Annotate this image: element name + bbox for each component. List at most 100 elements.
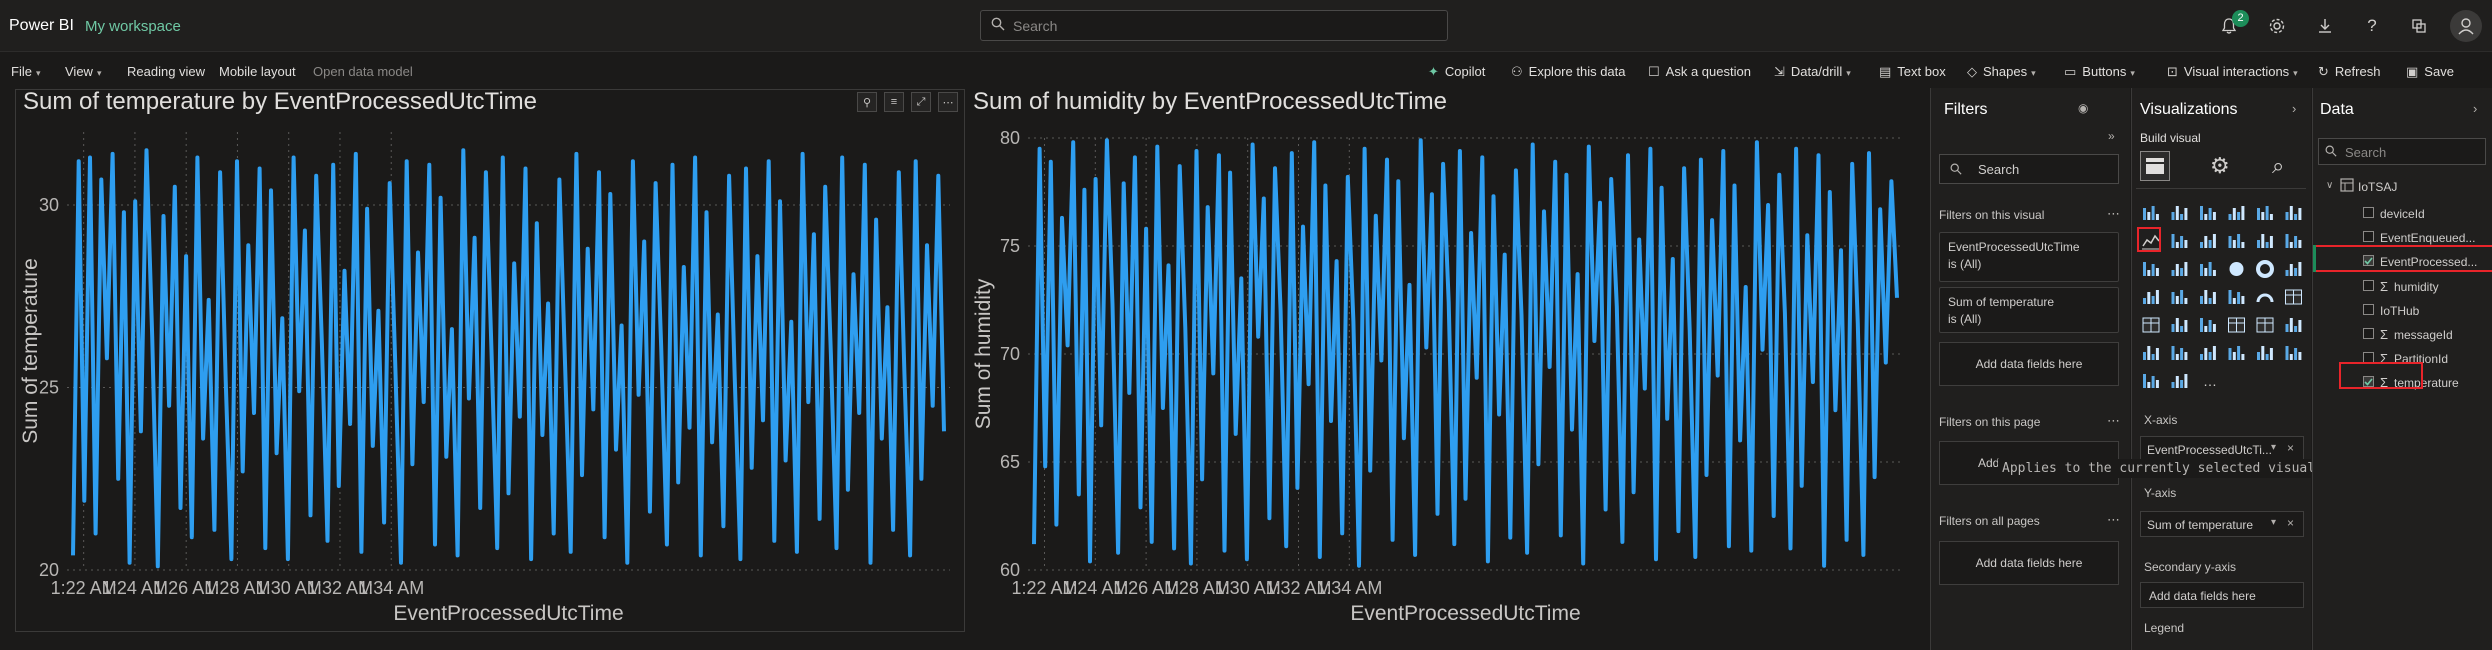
stackbar-visual-icon[interactable] <box>2143 206 2159 220</box>
checkbox[interactable] <box>2363 328 2374 339</box>
download-icon[interactable] <box>2311 12 2339 40</box>
view-menu[interactable]: View ▾ <box>65 64 101 79</box>
text-box-button[interactable]: ▤ Text box <box>1879 64 1946 80</box>
more-options-icon[interactable]: ⋯ <box>2107 413 2120 428</box>
multicard-visual-icon[interactable] <box>2142 317 2160 333</box>
waterfall-visual-icon[interactable] <box>2143 262 2159 276</box>
help-icon[interactable]: ? <box>2367 16 2377 35</box>
stackcol-visual-icon[interactable] <box>2200 206 2216 220</box>
more-visual-icon[interactable]: … <box>2203 373 2217 389</box>
eye-icon[interactable]: ◉ <box>2078 101 2089 115</box>
y-axis-field-well[interactable]: Sum of temperature ▾ × <box>2140 511 2304 537</box>
stackarea-visual-icon[interactable] <box>2200 234 2216 248</box>
narrative-visual-icon[interactable] <box>2257 346 2273 360</box>
line-visual-icon[interactable] <box>2142 234 2160 250</box>
shape-visual-icon[interactable] <box>2228 290 2245 304</box>
col100-visual-icon[interactable] <box>2285 206 2302 220</box>
ask-question-button[interactable]: ☐ Ask a question <box>1648 64 1751 80</box>
field-row-eventprocessed[interactable]: EventProcessed... <box>2330 252 2490 272</box>
explore-data-button[interactable]: ⚇ Explore this data <box>1511 64 1626 80</box>
focus-mode-icon[interactable]: ⤢ <box>911 92 931 112</box>
visual-types-gallery[interactable]: … <box>2136 200 2306 400</box>
app-brand[interactable]: Power BI <box>9 17 74 34</box>
reading-view-button[interactable]: Reading view <box>127 64 206 79</box>
table-name[interactable]: IoTSAJ <box>2358 180 2398 194</box>
chevron-down-icon[interactable]: ▾ <box>2271 442 2277 453</box>
donut-visual-icon[interactable] <box>2256 260 2274 278</box>
user-avatar[interactable] <box>2450 10 2482 42</box>
treemap-visual-icon[interactable] <box>2285 262 2302 276</box>
filter-card-temperature[interactable]: Sum of temperature is (All) <box>1939 287 2119 333</box>
azure-visual-icon[interactable] <box>2200 290 2216 304</box>
more-options-icon[interactable]: ⋯ <box>2107 206 2120 221</box>
shapes-menu[interactable]: ◇ Shapes ▾ <box>1967 64 2036 80</box>
more-options-icon[interactable]: ⋯ <box>2107 512 2120 527</box>
filter-card-eventprocessed[interactable]: EventProcessedUtcTime is (All) <box>1939 232 2119 282</box>
r-visual-icon[interactable] <box>2285 318 2302 332</box>
data-search-input[interactable]: Search <box>2318 138 2486 165</box>
area-visual-icon[interactable] <box>2171 234 2188 248</box>
buttons-menu[interactable]: ▭ Buttons ▾ <box>2064 64 2135 80</box>
copilot-button[interactable]: ✦ Copilot <box>1428 64 1485 80</box>
slicer-visual-icon[interactable] <box>2200 318 2216 332</box>
collapse-chevron-icon[interactable]: › <box>2292 101 2297 116</box>
settings-gear-icon[interactable] <box>2263 12 2291 40</box>
x-axis-field-well[interactable]: EventProcessedUtcTi... ▾ × <box>2140 436 2304 462</box>
remove-field-icon[interactable]: × <box>2287 441 2295 455</box>
add-all-pages-filter-field[interactable]: Add data fields here <box>1939 541 2119 585</box>
checkbox[interactable] <box>2363 231 2374 243</box>
collapse-chevron-icon[interactable]: » <box>2108 129 2115 143</box>
series-line[interactable] <box>1032 138 1899 568</box>
ribbon-visual-icon[interactable] <box>2285 234 2302 248</box>
chevron-down-icon[interactable]: ▾ <box>2271 517 2277 528</box>
powerapps-visual-icon[interactable] <box>2143 374 2159 388</box>
gauge-visual-icon[interactable] <box>2256 293 2274 303</box>
pin-icon[interactable]: ⚲ <box>857 92 877 112</box>
workspace-link[interactable]: My workspace <box>85 18 181 35</box>
more-options-icon[interactable]: ⋯ <box>938 92 958 112</box>
automate-visual-icon[interactable] <box>2171 374 2188 388</box>
data-drill-menu[interactable]: ⇲ Data/drill ▾ <box>1774 64 1851 80</box>
linecol-visual-icon[interactable] <box>2228 234 2245 248</box>
remove-field-icon[interactable]: × <box>2287 516 2295 530</box>
checked-checkbox[interactable] <box>2363 376 2374 388</box>
table-visual-icon[interactable] <box>2228 317 2245 333</box>
map-visual-icon[interactable] <box>2143 290 2159 304</box>
collapse-chevron-icon[interactable]: › <box>2473 101 2478 116</box>
analytics-icon[interactable]: ⌕ <box>2272 153 2285 178</box>
checkbox[interactable] <box>2363 303 2374 315</box>
expand-chevron-icon[interactable]: ∨ <box>2326 180 2334 191</box>
checkbox[interactable] <box>2363 207 2374 218</box>
paginated-visual-icon[interactable] <box>2285 346 2302 360</box>
scatter-visual-icon[interactable] <box>2200 262 2216 276</box>
checked-checkbox[interactable] <box>2363 255 2374 267</box>
temperature-line-visual[interactable] <box>15 89 965 632</box>
field-row-iothub[interactable]: IoTHub <box>2330 301 2490 321</box>
pie-visual-icon[interactable] <box>2229 262 2244 276</box>
python-visual-icon[interactable] <box>2143 346 2159 360</box>
filter-icon[interactable]: ≡ <box>884 92 904 112</box>
secondary-y-axis-well[interactable]: Add data fields here <box>2140 582 2304 608</box>
build-visual-tab[interactable] <box>2140 151 2170 181</box>
share-feedback-icon[interactable] <box>2405 12 2433 40</box>
refresh-button[interactable]: ↻ Refresh <box>2318 64 2380 80</box>
clustercol-visual-icon[interactable] <box>2228 206 2245 220</box>
card-visual-icon[interactable] <box>2285 289 2302 305</box>
mobile-layout-button[interactable]: Mobile layout <box>219 64 296 79</box>
decomp-visual-icon[interactable] <box>2200 346 2216 360</box>
visual-interactions-menu[interactable]: ⊡ Visual interactions ▾ <box>2167 64 2298 80</box>
open-data-model-button[interactable]: Open data model <box>313 64 413 79</box>
file-menu[interactable]: File ▾ <box>11 64 40 79</box>
clusterbar-visual-icon[interactable] <box>2171 206 2188 220</box>
add-visual-filter-field[interactable]: Add data fields here <box>1939 342 2119 386</box>
linecol2-visual-icon[interactable] <box>2257 234 2273 248</box>
funnel-visual-icon[interactable] <box>2171 262 2188 276</box>
global-search-input[interactable]: Search <box>980 10 1448 41</box>
keyinfl-visual-icon[interactable] <box>2171 346 2188 360</box>
filters-search-input[interactable]: Search <box>1939 154 2119 184</box>
filledmap-visual-icon[interactable] <box>2171 290 2188 304</box>
field-row-eventenqueued[interactable]: EventEnqueued... <box>2330 228 2490 248</box>
